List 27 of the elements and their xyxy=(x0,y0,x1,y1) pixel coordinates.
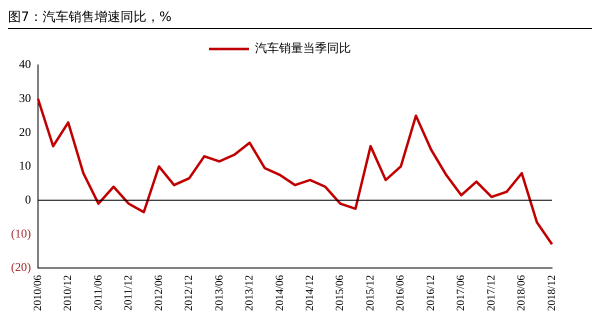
x-tick-label: 2011/12 xyxy=(122,274,135,311)
x-tick-label: 2010/12 xyxy=(62,274,74,312)
x-tick-label: 2015/12 xyxy=(364,274,376,312)
x-tick-label: 2013/12 xyxy=(244,274,256,312)
x-tick-label: 2012/06 xyxy=(152,274,165,312)
x-tick-label: 2015/06 xyxy=(334,274,346,312)
y-tick-label: (20) xyxy=(10,260,31,274)
x-tick-label: 2017/06 xyxy=(455,274,468,312)
x-tick-label: 2016/12 xyxy=(424,274,437,312)
y-tick-label: 30 xyxy=(18,90,31,105)
y-tick-label: 10 xyxy=(18,158,31,173)
y-tick-label: 0 xyxy=(24,192,31,206)
x-tick-label: 2013/06 xyxy=(213,274,226,312)
x-tick-label: 2018/06 xyxy=(516,274,528,312)
chart-title: 图7：汽车销售增速同比，% xyxy=(8,8,592,29)
y-tick-label: 20 xyxy=(18,124,31,139)
x-tick-label: 2014/12 xyxy=(304,274,316,312)
y-tick-label: 40 xyxy=(18,57,31,72)
x-tick-label: 2012/12 xyxy=(183,274,196,312)
x-tick-label: 2018/12 xyxy=(546,274,558,312)
x-tick-label: 2011/06 xyxy=(92,274,104,311)
x-tick-label: 2014/06 xyxy=(274,274,286,312)
x-tick-label: 2017/12 xyxy=(485,274,498,312)
x-tick-label: 2010/06 xyxy=(32,274,44,312)
x-tick-label: 2016/06 xyxy=(394,274,407,312)
legend-label: 汽车销量当季同比 xyxy=(255,41,351,56)
y-tick-label: (10) xyxy=(10,226,31,240)
